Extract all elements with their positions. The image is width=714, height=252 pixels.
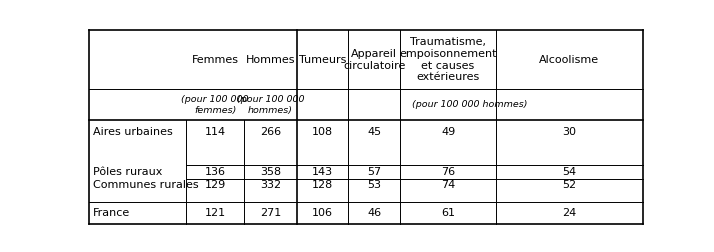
Text: 74: 74 bbox=[441, 180, 456, 190]
Text: 143: 143 bbox=[312, 167, 333, 177]
Text: Femmes: Femmes bbox=[191, 55, 238, 65]
Text: 129: 129 bbox=[204, 180, 226, 190]
Text: 76: 76 bbox=[441, 167, 455, 177]
Text: 57: 57 bbox=[367, 167, 381, 177]
Text: 128: 128 bbox=[312, 180, 333, 190]
Text: 61: 61 bbox=[441, 208, 455, 218]
Text: 53: 53 bbox=[367, 180, 381, 190]
Text: 136: 136 bbox=[205, 167, 226, 177]
Text: Hommes: Hommes bbox=[246, 55, 295, 65]
Text: (pour 100 000 hommes): (pour 100 000 hommes) bbox=[412, 101, 528, 109]
Text: 46: 46 bbox=[367, 208, 381, 218]
Text: 266: 266 bbox=[260, 127, 281, 137]
Text: Alcoolisme: Alcoolisme bbox=[539, 55, 599, 65]
Text: 49: 49 bbox=[441, 127, 456, 137]
Text: 121: 121 bbox=[205, 208, 226, 218]
Text: 54: 54 bbox=[562, 167, 576, 177]
Text: 114: 114 bbox=[205, 127, 226, 137]
Text: (pour 100 000
hommes): (pour 100 000 hommes) bbox=[237, 95, 304, 115]
Text: Communes rurales: Communes rurales bbox=[93, 180, 198, 190]
Text: 30: 30 bbox=[563, 127, 576, 137]
Text: 358: 358 bbox=[260, 167, 281, 177]
Text: 24: 24 bbox=[562, 208, 576, 218]
Text: (pour 100 000
femmes): (pour 100 000 femmes) bbox=[181, 95, 249, 115]
Text: 106: 106 bbox=[312, 208, 333, 218]
Text: 332: 332 bbox=[260, 180, 281, 190]
Text: Pôles ruraux: Pôles ruraux bbox=[93, 167, 162, 177]
Text: 108: 108 bbox=[312, 127, 333, 137]
Text: 271: 271 bbox=[260, 208, 281, 218]
Text: Tumeurs: Tumeurs bbox=[298, 55, 346, 65]
Text: Traumatisme,
empoisonnement
et causes
extérieures: Traumatisme, empoisonnement et causes ex… bbox=[399, 38, 497, 82]
Text: France: France bbox=[93, 208, 130, 218]
Text: Appareil
circulatoire: Appareil circulatoire bbox=[343, 49, 406, 71]
Text: 45: 45 bbox=[367, 127, 381, 137]
Text: 52: 52 bbox=[562, 180, 576, 190]
Text: Aires urbaines: Aires urbaines bbox=[93, 127, 172, 137]
